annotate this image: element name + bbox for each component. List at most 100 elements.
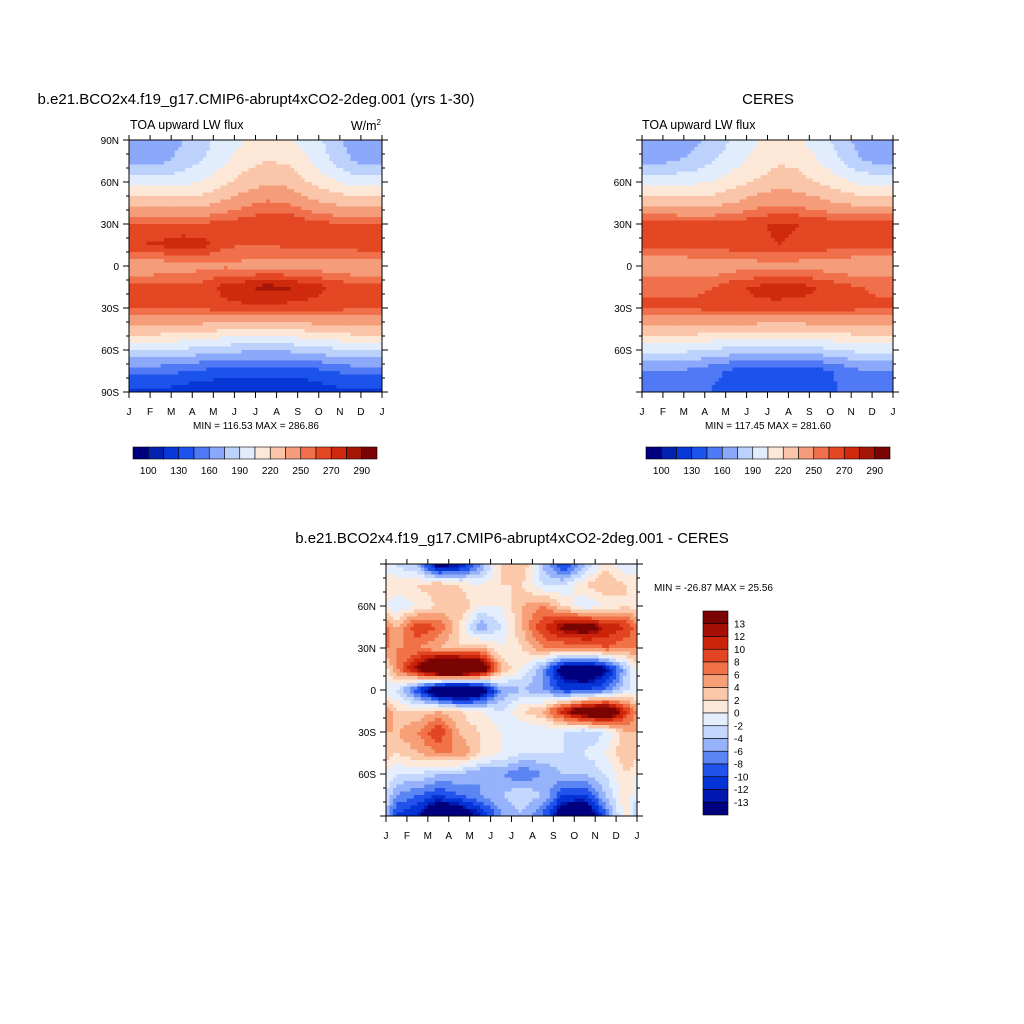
heatmap-cell xyxy=(143,311,148,316)
heatmap-cell xyxy=(290,280,295,284)
heatmap-cell xyxy=(181,287,186,291)
heatmap-cell xyxy=(143,140,148,144)
heatmap-cell xyxy=(269,227,274,232)
heatmap-cell xyxy=(248,147,253,151)
heatmap-cell xyxy=(213,203,218,207)
heatmap-cell xyxy=(157,217,162,221)
heatmap-cell xyxy=(325,206,330,211)
heatmap-cell xyxy=(336,346,341,351)
heatmap-cell xyxy=(188,182,193,186)
heatmap-cell xyxy=(367,308,372,312)
heatmap-cell xyxy=(199,147,204,151)
heatmap-cell xyxy=(276,304,281,309)
heatmap-cell xyxy=(136,325,141,330)
heatmap-cell xyxy=(171,332,176,337)
heatmap-cell xyxy=(143,178,148,183)
heatmap-cell xyxy=(174,332,179,337)
heatmap-cell xyxy=(202,308,207,312)
heatmap-cell xyxy=(280,276,285,281)
heatmap-cell xyxy=(251,276,256,281)
heatmap-cell xyxy=(220,189,225,193)
heatmap-cell xyxy=(153,378,158,382)
heatmap-cell xyxy=(350,304,355,309)
heatmap-cell xyxy=(171,262,176,267)
heatmap-cell xyxy=(325,178,330,183)
heatmap-cell xyxy=(318,227,323,232)
heatmap-cell xyxy=(181,301,186,305)
heatmap-cell xyxy=(339,192,344,197)
heatmap-cell xyxy=(301,269,306,274)
heatmap-cell xyxy=(167,346,172,351)
heatmap-cell xyxy=(167,350,172,354)
heatmap-cell xyxy=(343,364,348,368)
heatmap-cell xyxy=(157,224,162,228)
heatmap-cell xyxy=(311,287,316,291)
heatmap-cell xyxy=(322,213,327,218)
heatmap-cell xyxy=(322,276,327,281)
heatmap-cell xyxy=(251,178,256,183)
heatmap-cell xyxy=(153,238,158,242)
heatmap-cell xyxy=(322,262,327,267)
heatmap-cell xyxy=(216,297,221,302)
heatmap-cell xyxy=(378,332,383,337)
heatmap-cell xyxy=(251,287,256,291)
heatmap-cell xyxy=(234,252,239,256)
heatmap-cell xyxy=(195,224,200,228)
heatmap-cell xyxy=(374,364,379,368)
heatmap-cell xyxy=(209,143,214,148)
heatmap-cell xyxy=(146,325,151,330)
heatmap-cell xyxy=(192,262,197,267)
heatmap-cell xyxy=(259,234,264,239)
heatmap-cell xyxy=(357,371,362,375)
heatmap-cell xyxy=(230,210,235,214)
heatmap-cell xyxy=(318,213,323,218)
heatmap-cell xyxy=(269,304,274,309)
heatmap-cell xyxy=(237,294,242,298)
heatmap-cell xyxy=(146,381,151,386)
heatmap-cell xyxy=(339,199,344,204)
heatmap-cell xyxy=(273,315,278,319)
heatmap-cell xyxy=(160,311,165,316)
heatmap-cell xyxy=(188,171,193,176)
heatmap-cell xyxy=(360,175,365,179)
heatmap-cell xyxy=(129,329,134,333)
heatmap-cell xyxy=(230,147,235,151)
heatmap-cell xyxy=(241,357,246,361)
heatmap-cell xyxy=(346,308,351,312)
heatmap-cell xyxy=(269,336,274,340)
heatmap-cell xyxy=(262,157,267,162)
heatmap-cell xyxy=(367,350,372,354)
heatmap-cell xyxy=(378,294,383,298)
heatmap-cell xyxy=(301,196,306,200)
heatmap-cell xyxy=(164,206,169,211)
heatmap-cell xyxy=(164,238,169,242)
heatmap-cell xyxy=(329,217,334,221)
heatmap-cell xyxy=(150,175,155,179)
heatmap-cell xyxy=(220,269,225,274)
heatmap-cell xyxy=(315,234,320,239)
heatmap-cell xyxy=(287,336,292,340)
heatmap-cell xyxy=(367,262,372,267)
heatmap-cell xyxy=(178,262,183,267)
heatmap-cell xyxy=(374,231,379,235)
heatmap-cell xyxy=(150,178,155,183)
heatmap-cell xyxy=(234,332,239,337)
heatmap-cell xyxy=(287,301,292,305)
heatmap-cell xyxy=(129,308,134,312)
heatmap-cell xyxy=(248,262,253,267)
heatmap-cell xyxy=(283,168,288,172)
heatmap-cell xyxy=(209,343,214,347)
heatmap-cell xyxy=(181,350,186,354)
heatmap-cell xyxy=(255,178,260,183)
heatmap-cell xyxy=(227,143,232,148)
heatmap-cell xyxy=(287,143,292,148)
heatmap-cell xyxy=(244,234,249,239)
heatmap-cell xyxy=(150,343,155,347)
heatmap-cell xyxy=(171,150,176,155)
heatmap-cell xyxy=(343,164,348,169)
heatmap-cell xyxy=(308,329,313,333)
heatmap-cell xyxy=(251,371,256,375)
heatmap-cell xyxy=(153,294,158,298)
heatmap-cell xyxy=(276,346,281,351)
heatmap-cell xyxy=(259,276,264,281)
